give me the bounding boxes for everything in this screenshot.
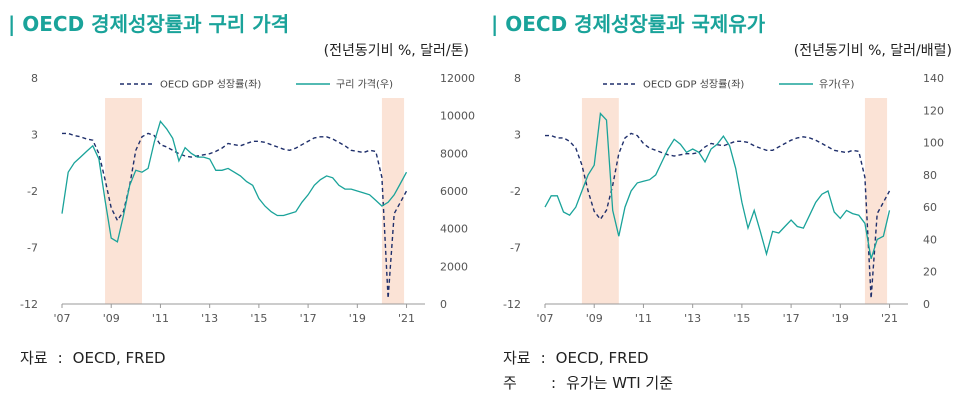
recession-shade	[105, 98, 142, 304]
recession-shade	[864, 98, 888, 304]
y-left-tick-label: -2	[510, 185, 521, 198]
x-tick-label: '09	[586, 312, 603, 325]
x-tick-label: '13	[684, 312, 701, 325]
note-label: 주	[503, 374, 517, 392]
source-note: 자료: OECD, FRED	[20, 347, 166, 368]
y-right-tick-label: 2000	[440, 260, 468, 273]
note-text: OECD, FRED	[72, 349, 166, 367]
x-tick-label: '21	[881, 312, 898, 325]
note-label: 자료	[20, 349, 48, 367]
y-left-tick-label: 8	[31, 72, 38, 85]
legend-label: OECD GDP 성장률(좌)	[160, 79, 261, 91]
recession-shade	[581, 98, 619, 304]
y-right-tick-label: 10000	[440, 110, 475, 123]
x-tick-label: '21	[398, 312, 415, 325]
y-left-tick-label: 8	[514, 72, 521, 85]
note-text: 유가는 WTI 기준	[566, 374, 674, 392]
chart-panel-oil: | OECD 경제성장률과 국제유가 (전년동기비 %, 달러/배럴) 8 3 -2…	[483, 0, 966, 402]
x-tick-label: '07	[536, 312, 553, 325]
series-line-gdp	[62, 132, 408, 299]
y-right-tick-label: 60	[923, 201, 937, 214]
x-tick-label: '09	[103, 312, 120, 325]
recession-shade	[381, 98, 405, 304]
y-left-tick-label: -12	[503, 298, 521, 311]
y-left-tick-label: -2	[27, 185, 38, 198]
legend-label: 구리 가격(우)	[336, 78, 393, 91]
y-right-tick-label: 140	[923, 72, 944, 85]
x-tick-label: '19	[832, 312, 849, 325]
note-label: 자료	[503, 349, 531, 367]
x-tick-label: '19	[349, 312, 366, 325]
series-line-price	[61, 119, 408, 243]
y-right-tick-label: 120	[923, 104, 944, 117]
y-right-tick-label: 12000	[440, 72, 475, 85]
y-right-tick-label: 4000	[440, 223, 468, 236]
y-right-tick-label: 0	[923, 298, 930, 311]
y-right-tick-label: 100	[923, 137, 944, 150]
x-tick-label: '17	[300, 312, 317, 325]
note-separator: :	[57, 349, 63, 367]
legend-label: OECD GDP 성장률(좌)	[643, 79, 744, 91]
chart-panel-copper: | OECD 경제성장률과 구리 가격 (전년동기비 %, 달러/톤) 8 3 -2…	[8, 12, 475, 368]
y-right-tick-label: 80	[923, 169, 937, 182]
chart-unit: (전년동기비 %, 달러/톤)	[323, 43, 469, 59]
x-tick-label: '13	[201, 312, 218, 325]
chart-unit: (전년동기비 %, 달러/배럴)	[793, 43, 952, 59]
y-right-tick-label: 8000	[440, 147, 468, 160]
chart-plot: 8 3 -2 -7 -12 12000 10000 8000 6000 4000 2000 0 '07 '…	[20, 72, 475, 325]
chart-title: | OECD 경제성장률과 구리 가격	[8, 12, 290, 36]
x-tick-label: '07	[53, 312, 70, 325]
series-line-price	[544, 112, 891, 259]
y-right-tick-label: 6000	[440, 185, 468, 198]
x-tick-label: '15	[733, 312, 750, 325]
y-left-tick-label: 3	[514, 129, 521, 142]
chart-plot: 8 3 -2 -7 -12 140 120 100 80 60 40 20 0 '07 '09 '11 '13 '…	[503, 72, 944, 325]
y-left-tick-label: -12	[20, 298, 38, 311]
y-left-tick-label: 3	[31, 129, 38, 142]
x-tick-label: '17	[783, 312, 800, 325]
y-right-tick-label: 20	[923, 266, 937, 279]
source-note: 자료: OECD, FRED	[503, 347, 649, 368]
note-separator: :	[540, 349, 546, 367]
y-left-tick-label: -7	[27, 242, 38, 255]
note-text: OECD, FRED	[555, 349, 649, 367]
y-left-tick-label: -7	[510, 242, 521, 255]
x-tick-label: '11	[152, 312, 169, 325]
x-tick-label: '15	[250, 312, 267, 325]
y-right-tick-label: 40	[923, 233, 937, 246]
x-tick-label: '11	[635, 312, 652, 325]
note-separator: :	[551, 374, 557, 392]
legend-label: 유가(우)	[819, 79, 855, 91]
chart-title: | OECD 경제성장률과 국제유가	[491, 12, 766, 36]
footnote: 주: 유가는 WTI 기준	[503, 372, 673, 393]
y-right-tick-label: 0	[440, 298, 447, 311]
